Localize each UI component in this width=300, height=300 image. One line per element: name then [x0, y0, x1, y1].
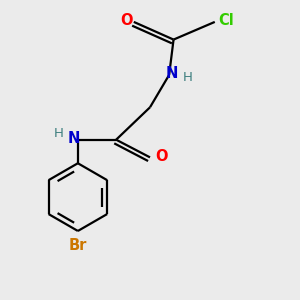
Text: Cl: Cl	[219, 13, 234, 28]
Text: H: H	[54, 127, 64, 140]
Text: O: O	[120, 13, 133, 28]
Text: O: O	[155, 149, 168, 164]
Text: H: H	[182, 71, 192, 84]
Text: Br: Br	[69, 238, 87, 253]
Text: N: N	[166, 66, 178, 81]
Text: N: N	[67, 131, 80, 146]
